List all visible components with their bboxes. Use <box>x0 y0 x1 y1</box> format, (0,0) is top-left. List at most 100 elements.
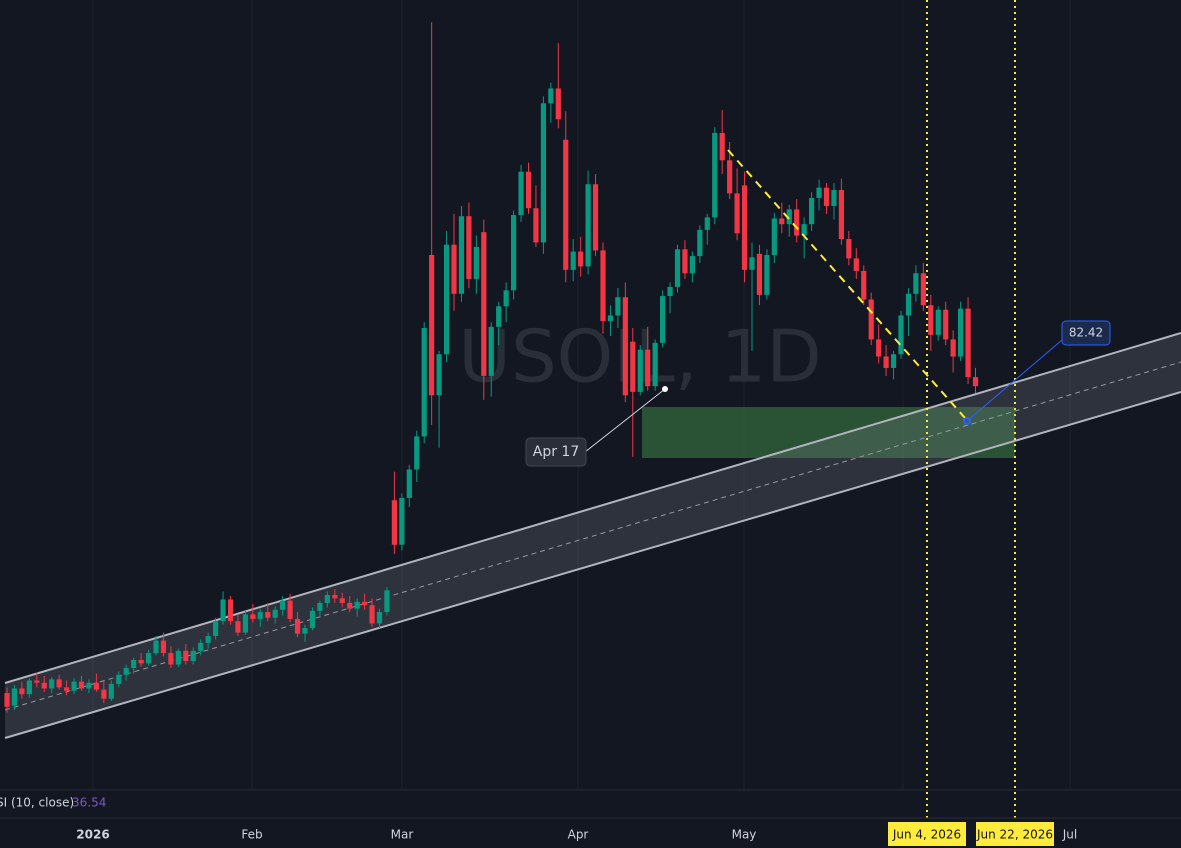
candle-body <box>4 693 10 707</box>
x-tick-label: Jul <box>1062 828 1077 842</box>
candle-body <box>332 594 338 599</box>
candle-body <box>399 497 405 545</box>
candle-body <box>734 193 740 234</box>
candle-body <box>242 614 248 633</box>
candle-body <box>719 132 725 161</box>
candle-body <box>518 171 524 216</box>
candle-body <box>101 689 107 699</box>
candle-body <box>145 653 152 664</box>
channel-mid <box>4 361 1181 711</box>
candle-body <box>190 650 196 662</box>
x-tick-label: May <box>732 828 757 842</box>
candle-body <box>302 628 308 634</box>
candle-body <box>376 612 383 624</box>
candle-body <box>354 601 360 609</box>
price-callout-box <box>1061 320 1111 346</box>
candle-body <box>64 687 70 691</box>
candle-body <box>19 688 25 695</box>
candle-body <box>347 602 353 609</box>
candle-body <box>712 132 718 218</box>
x-tick-label: Feb <box>241 828 262 842</box>
candle-body <box>600 250 606 322</box>
candle-body <box>637 349 643 392</box>
callout-dot <box>662 386 668 392</box>
candle-body <box>183 650 189 662</box>
candle-body <box>11 688 18 706</box>
candle-body <box>667 286 673 297</box>
candle-body <box>175 650 181 665</box>
candle-body <box>630 341 636 392</box>
candle-body <box>235 621 241 633</box>
candle-body <box>421 328 427 437</box>
candle-body <box>294 618 301 634</box>
candle-body <box>965 308 971 378</box>
candle-body <box>257 612 263 619</box>
candle-body <box>786 209 792 225</box>
candle-body <box>570 251 576 270</box>
candle-body <box>26 680 32 695</box>
callout-line <box>584 388 666 453</box>
candle-body <box>749 257 755 270</box>
candle-body <box>928 305 934 335</box>
candle-body <box>384 590 390 613</box>
candle-body <box>466 216 472 279</box>
price-callout-dot <box>963 417 971 425</box>
candle-body <box>697 229 703 257</box>
date-highlight <box>976 822 1054 846</box>
candle-body <box>317 602 323 611</box>
candle-body <box>958 308 964 357</box>
candle-body <box>674 249 681 287</box>
candle-body <box>645 349 651 387</box>
candle-body <box>540 103 546 243</box>
candle-body <box>905 293 912 316</box>
candle-body <box>496 306 502 327</box>
candle-body <box>391 500 397 545</box>
candle-body <box>853 258 859 271</box>
candle-body <box>846 239 852 259</box>
candle-body <box>473 247 479 279</box>
candle-body <box>898 315 904 355</box>
candle-body <box>93 682 99 690</box>
candle-body <box>488 326 494 376</box>
candle-body <box>71 681 77 691</box>
candle-body <box>972 377 979 387</box>
candle-body <box>592 184 599 251</box>
candle-body <box>861 270 867 300</box>
candle-body <box>481 232 487 376</box>
candle-body <box>622 297 628 396</box>
callout-box <box>525 437 587 467</box>
price-callout-line <box>966 339 1063 422</box>
candle-body <box>131 659 137 668</box>
indicator-value: 36.54 <box>72 796 106 810</box>
x-tick-label: Apr <box>568 828 589 842</box>
candle-body <box>660 296 666 343</box>
candle-body <box>533 208 539 243</box>
candle-body <box>198 642 204 651</box>
candle-body <box>86 682 92 689</box>
candle-body <box>324 594 330 603</box>
candle-body <box>205 636 211 643</box>
candle-body <box>704 217 710 230</box>
date-highlight <box>888 822 966 846</box>
candle-body <box>741 185 748 270</box>
candle-body <box>823 187 830 206</box>
candle-body <box>764 254 770 295</box>
candle-body <box>555 88 561 120</box>
candle-body <box>771 218 777 255</box>
candle-body <box>883 356 889 368</box>
candle-body <box>272 609 278 618</box>
candle-body <box>280 600 286 610</box>
candle-body <box>220 599 226 622</box>
candle-body <box>831 189 837 206</box>
candle-body <box>458 216 465 294</box>
candle-body <box>369 605 375 624</box>
candle-body <box>950 339 956 357</box>
candle-body <box>615 297 621 316</box>
candle-body <box>56 679 62 688</box>
channel-upper <box>4 332 1181 684</box>
candle-body <box>436 354 442 396</box>
candle-body <box>563 139 569 270</box>
candle-body <box>153 640 159 654</box>
candle-body <box>250 614 256 619</box>
zone <box>642 407 1015 458</box>
